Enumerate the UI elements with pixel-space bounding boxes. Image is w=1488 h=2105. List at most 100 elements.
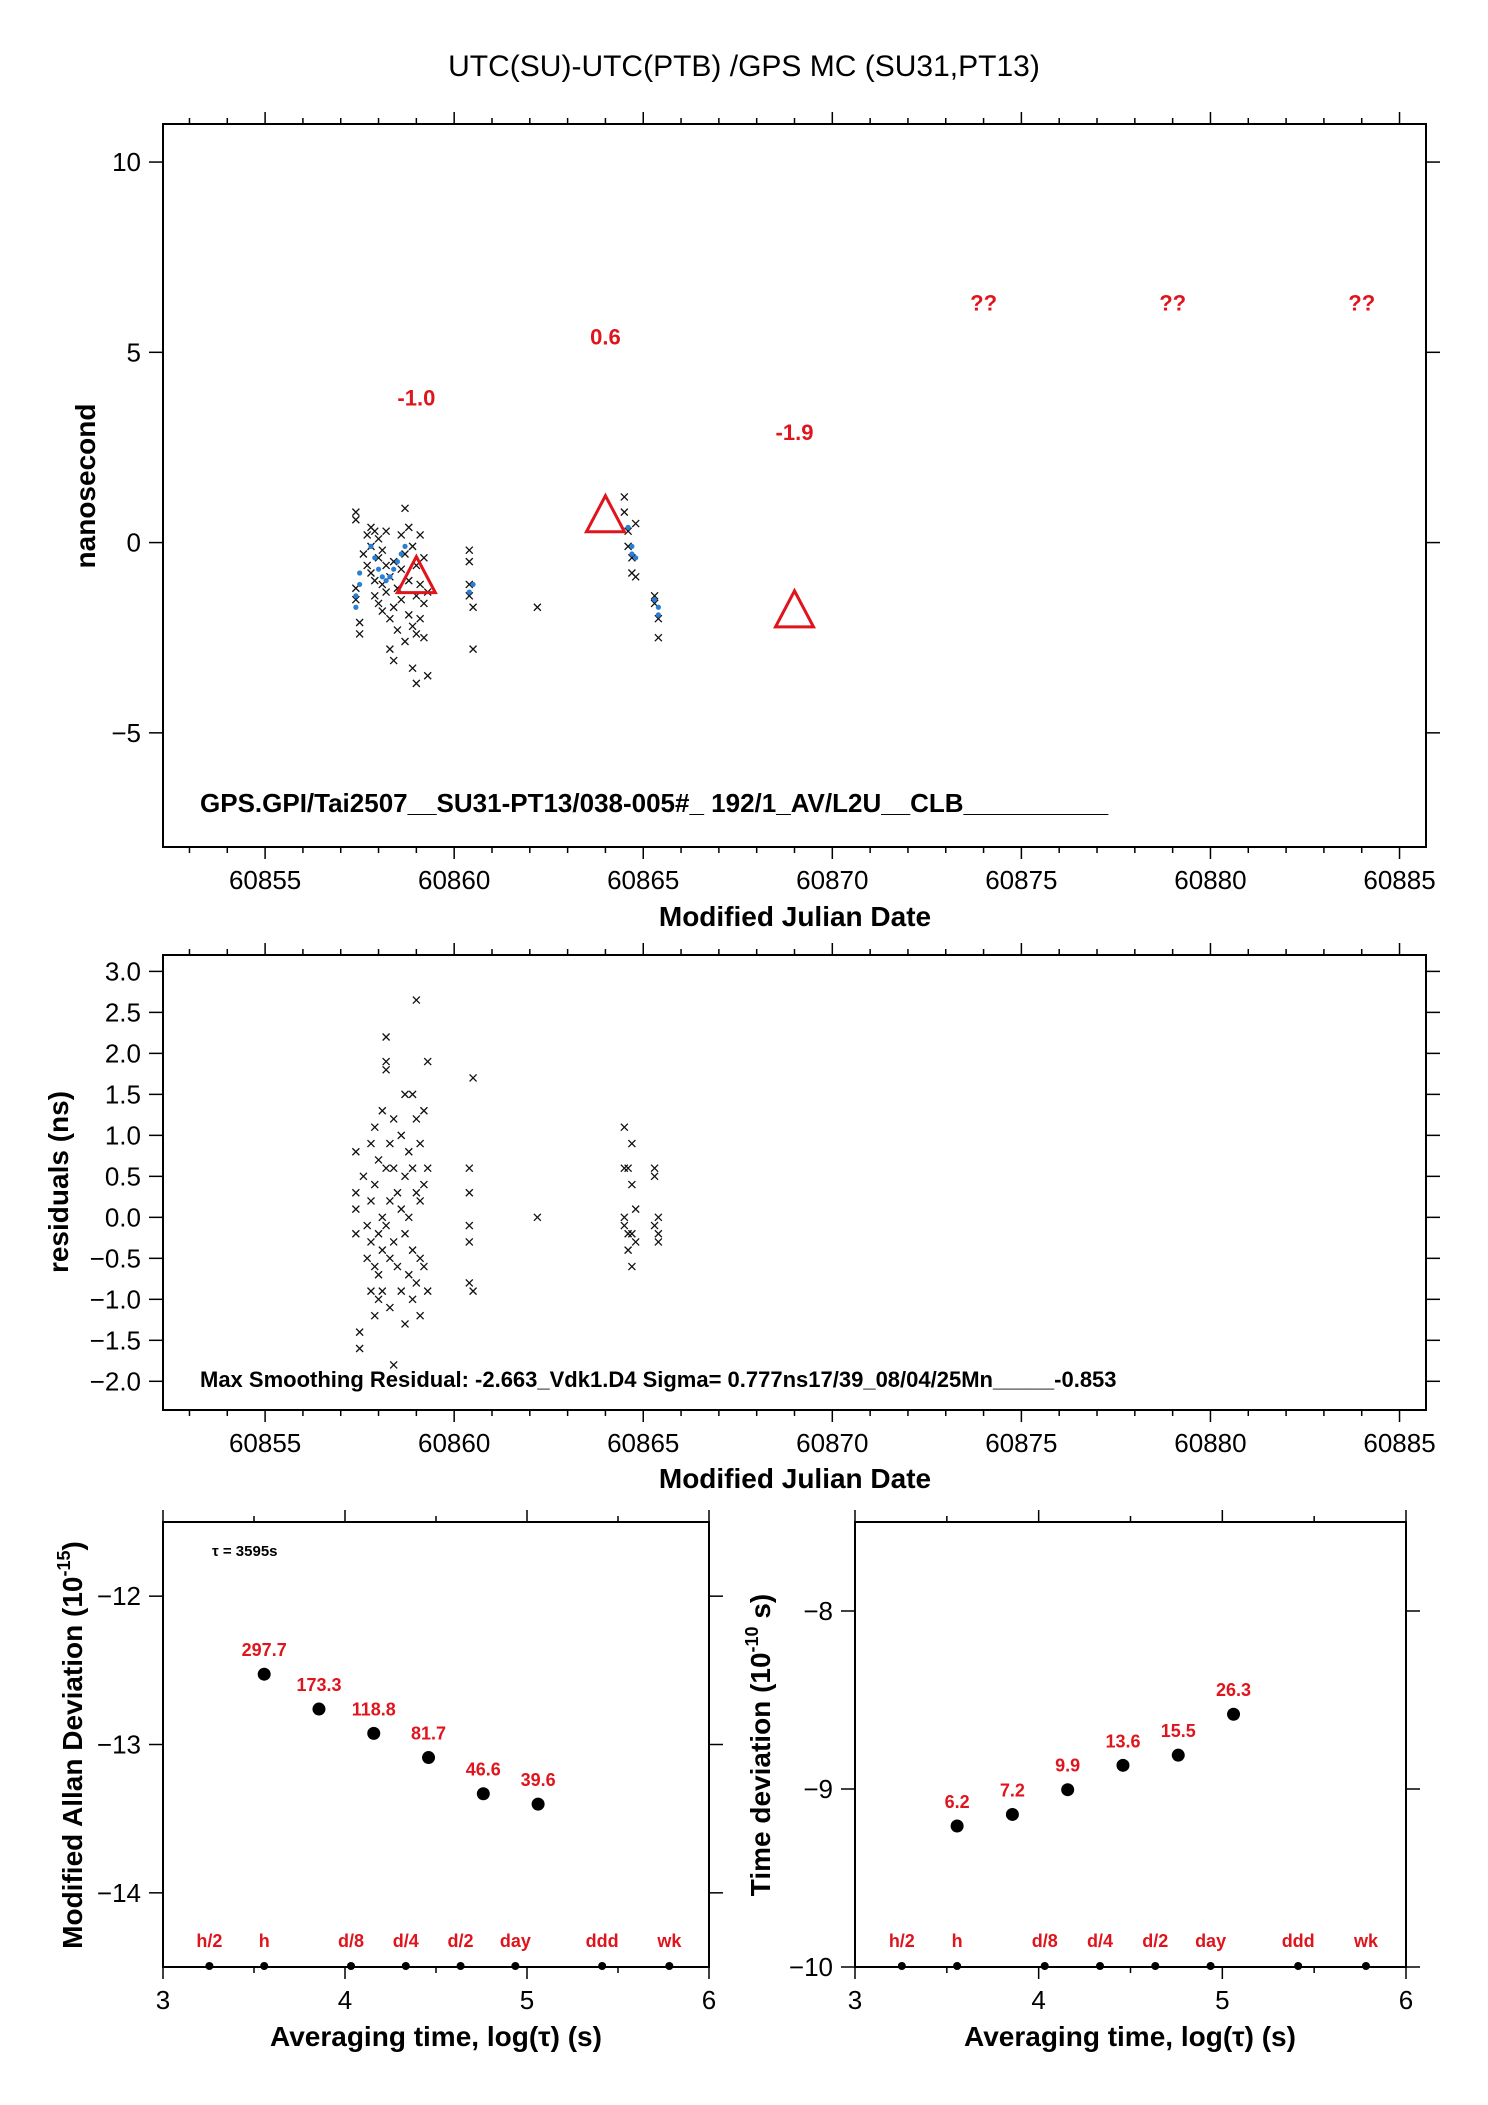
axis-ticks: 3 4 5 6 −10 −9 −8 — [789, 1510, 1420, 2015]
plot-frame — [162, 954, 1427, 1411]
interval-label: day — [500, 1931, 531, 1951]
x-marker — [393, 1262, 402, 1271]
y-tick-label: −8 — [803, 1596, 833, 1626]
x-marker — [469, 645, 478, 654]
x-marker — [404, 1270, 413, 1279]
x-tick-label: 4 — [338, 1985, 352, 2015]
x-marker — [412, 996, 421, 1005]
x-axis-label: Averaging time, log(τ) (s) — [964, 2021, 1296, 2052]
x-marker — [374, 1295, 383, 1304]
y-tick-label: 5 — [127, 337, 141, 367]
y-tick-label: −1.5 — [90, 1325, 141, 1355]
x-marker — [627, 1229, 636, 1238]
smoothing-point — [387, 574, 393, 580]
x-marker — [351, 1205, 360, 1214]
y-tick-label: 1.0 — [105, 1120, 141, 1150]
x-marker — [416, 1254, 425, 1263]
interval-label: h — [259, 1931, 270, 1951]
x-marker — [624, 527, 633, 536]
value-annotation: 0.6 — [590, 325, 621, 350]
interval-label: d/2 — [448, 1931, 474, 1951]
x-marker — [412, 1115, 421, 1123]
x-marker — [382, 561, 391, 570]
x-marker — [627, 553, 636, 562]
x-marker — [397, 595, 406, 604]
interval-marker — [1294, 1962, 1303, 1970]
deviation-point — [257, 1667, 271, 1681]
x-marker — [408, 1295, 417, 1304]
data-marks — [351, 996, 663, 1369]
y-tick-label: −9 — [803, 1774, 833, 1804]
panel-mdev: 3 4 5 6 −14 −13 −12 297.7 173.3 118.8 81.7 46.6 39.… — [54, 1510, 723, 2052]
deviation-point — [950, 1819, 964, 1833]
x-marker — [654, 1229, 663, 1238]
x-tick-label: 60880 — [1174, 865, 1246, 895]
x-tick-label: 60855 — [229, 865, 301, 895]
x-tick-label: 4 — [1031, 1985, 1045, 2015]
data-label: 13.6 — [1105, 1731, 1140, 1751]
x-marker — [419, 1106, 428, 1115]
x-marker — [627, 1139, 636, 1148]
y-tick-label: 0 — [127, 528, 141, 558]
x-marker — [351, 1229, 360, 1238]
tau-note: τ = 3595s — [212, 1543, 278, 1560]
y-tick-label: 2.5 — [105, 997, 141, 1027]
x-marker — [385, 614, 394, 623]
x-marker — [385, 1254, 394, 1263]
x-marker — [423, 1164, 432, 1173]
smoothing-point — [402, 543, 408, 549]
data-marks: 6.2 7.2 9.9 13.6 15.5 26.3 h/2 h d/8 d/4 d/2 day ddd… — [889, 1680, 1379, 1970]
x-marker — [363, 1254, 372, 1263]
x-tick-label: 3 — [156, 1985, 170, 2015]
data-marks: 297.7 173.3 118.8 81.7 46.6 39.6 h/2 h d/8 d/4 d/2… — [196, 1640, 682, 1970]
y-tick-label: −12 — [97, 1581, 141, 1611]
x-marker — [363, 531, 372, 539]
x-tick-label: 60865 — [607, 1428, 679, 1458]
smoothing-point — [629, 551, 635, 557]
x-marker — [465, 1188, 474, 1197]
x-marker — [397, 1205, 406, 1214]
x-marker — [378, 607, 387, 616]
deviation-point — [1227, 1707, 1241, 1721]
x-tick-label: 60885 — [1363, 1428, 1435, 1458]
x-marker — [359, 550, 368, 558]
interval-label: d/8 — [338, 1931, 364, 1951]
deviation-point — [1005, 1807, 1019, 1821]
x-marker — [385, 1303, 394, 1312]
x-marker — [401, 1090, 409, 1099]
interval-label: d/2 — [1142, 1931, 1168, 1951]
x-marker — [631, 1237, 640, 1246]
x-marker — [631, 519, 640, 528]
y-tick-label: −10 — [789, 1952, 833, 1982]
interval-label: d/4 — [393, 1931, 419, 1951]
x-marker — [385, 1139, 394, 1148]
x-marker — [393, 1188, 402, 1197]
x-marker — [624, 542, 633, 551]
data-label: 15.5 — [1161, 1721, 1196, 1741]
x-marker — [389, 603, 398, 612]
x-marker — [397, 1131, 406, 1140]
x-marker — [416, 531, 425, 539]
data-label: 7.2 — [1000, 1780, 1025, 1800]
panel-tdev: 3 4 5 6 −10 −9 −8 6.2 7.2 9.9 13.6 15.5 26.3 h/2 h d/8… — [742, 1510, 1420, 2052]
x-marker — [469, 1074, 478, 1082]
x-marker — [401, 1172, 409, 1181]
x-tick-label: 60870 — [796, 865, 868, 895]
x-marker — [382, 527, 391, 536]
source-footer: GPS.GPI/Tai2507__SU31-PT13/038-005#_ 192… — [200, 788, 1109, 818]
interval-marker — [205, 1962, 214, 1970]
interval-marker — [953, 1962, 962, 1970]
x-marker — [370, 1262, 379, 1271]
x-marker — [465, 1221, 474, 1230]
interval-marker — [1040, 1962, 1049, 1970]
x-axis-label: Modified Julian Date — [659, 1463, 931, 1494]
x-marker — [374, 553, 383, 562]
x-marker — [423, 1057, 432, 1066]
deviation-point — [476, 1787, 490, 1801]
x-marker — [465, 591, 474, 600]
x-marker — [382, 1033, 391, 1041]
y-axis-label: Modified Allan Deviation (10-15) — [54, 1541, 88, 1949]
x-tick-label: 6 — [702, 1985, 716, 2015]
deviation-point — [422, 1751, 436, 1765]
x-marker — [351, 1147, 360, 1156]
